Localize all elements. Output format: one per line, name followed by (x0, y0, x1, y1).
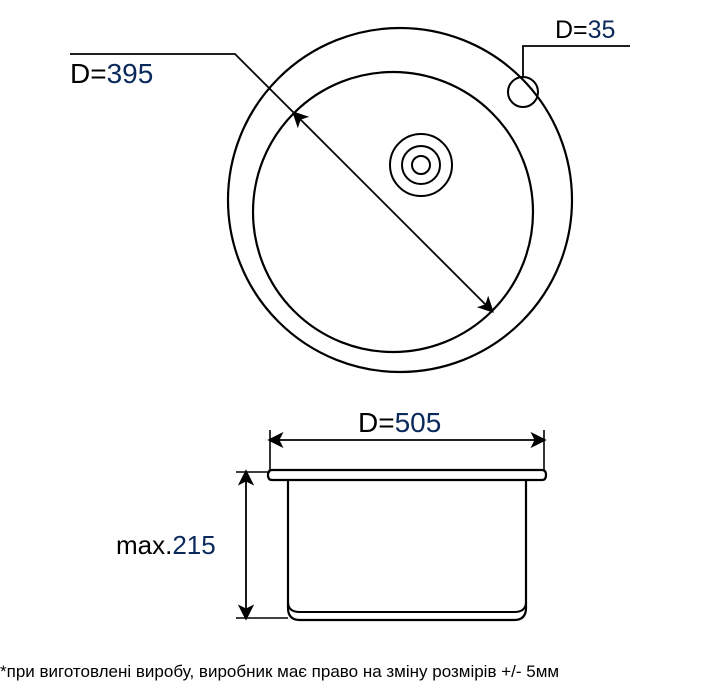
leader-faucet (523, 46, 630, 77)
label-faucet-value: 35 (588, 16, 616, 44)
bowl-body-inner-bottom (288, 602, 526, 612)
label-width-value: 505 (395, 407, 442, 438)
inner-diameter-arrow (294, 113, 492, 311)
label-faucet-prefix: D= (555, 16, 588, 44)
label-height-value: 215 (172, 530, 215, 560)
label-inner-diameter-prefix: D= (70, 58, 107, 89)
label-height-prefix: max. (116, 530, 172, 560)
footnote: *при виготовлені виробу, виробник має пр… (0, 662, 559, 682)
rim-slab (268, 470, 546, 480)
drain-inner (412, 156, 430, 174)
outer-rim-circle (228, 28, 572, 372)
label-height: max.215 (116, 530, 216, 561)
diagram-page: D=395 D=35 D=505 max.215 *при виготовлен… (0, 0, 703, 692)
label-faucet-diameter: D=35 (555, 16, 615, 45)
label-inner-diameter-value: 395 (107, 58, 154, 89)
label-width: D=505 (358, 407, 441, 439)
drain-outer (390, 134, 452, 196)
diagram-svg (0, 0, 703, 692)
bowl-body (288, 480, 526, 620)
label-width-prefix: D= (358, 407, 395, 438)
drain-mid (402, 146, 440, 184)
label-inner-diameter: D=395 (70, 58, 153, 90)
